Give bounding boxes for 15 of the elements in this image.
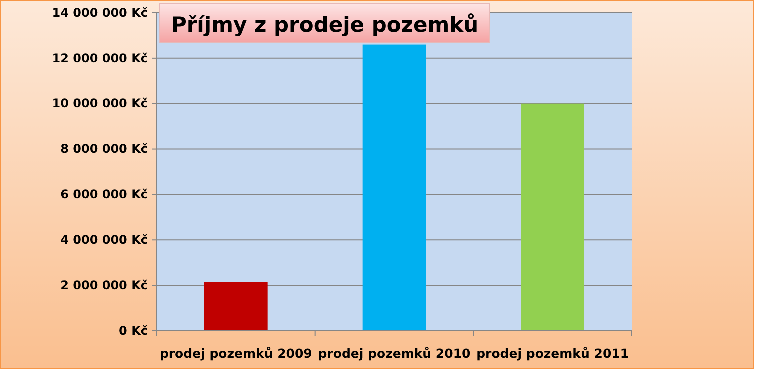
y-tick-label: 12 000 000 Kč [52,51,148,66]
y-tick-label: 14 000 000 Kč [52,6,148,20]
x-tick-label: prodej pozemků 2011 [476,346,630,361]
y-tick-label: 10 000 000 Kč [52,96,148,111]
bar [362,44,426,331]
x-tick-label: prodej pozemků 2010 [318,346,472,361]
y-tick-label: 6 000 000 Kč [60,188,148,202]
x-tick-label: prodej pozemků 2009 [160,346,312,361]
y-tick-label: 2 000 000 Kč [60,278,148,292]
bar [204,282,268,331]
y-tick-label: 4 000 000 Kč [60,232,148,247]
chart-title: Příjmy z prodeje pozemků [171,13,479,37]
y-tick-label: 0 Kč [119,324,148,338]
bar [521,104,584,331]
y-tick-label: 8 000 000 Kč [60,142,148,156]
